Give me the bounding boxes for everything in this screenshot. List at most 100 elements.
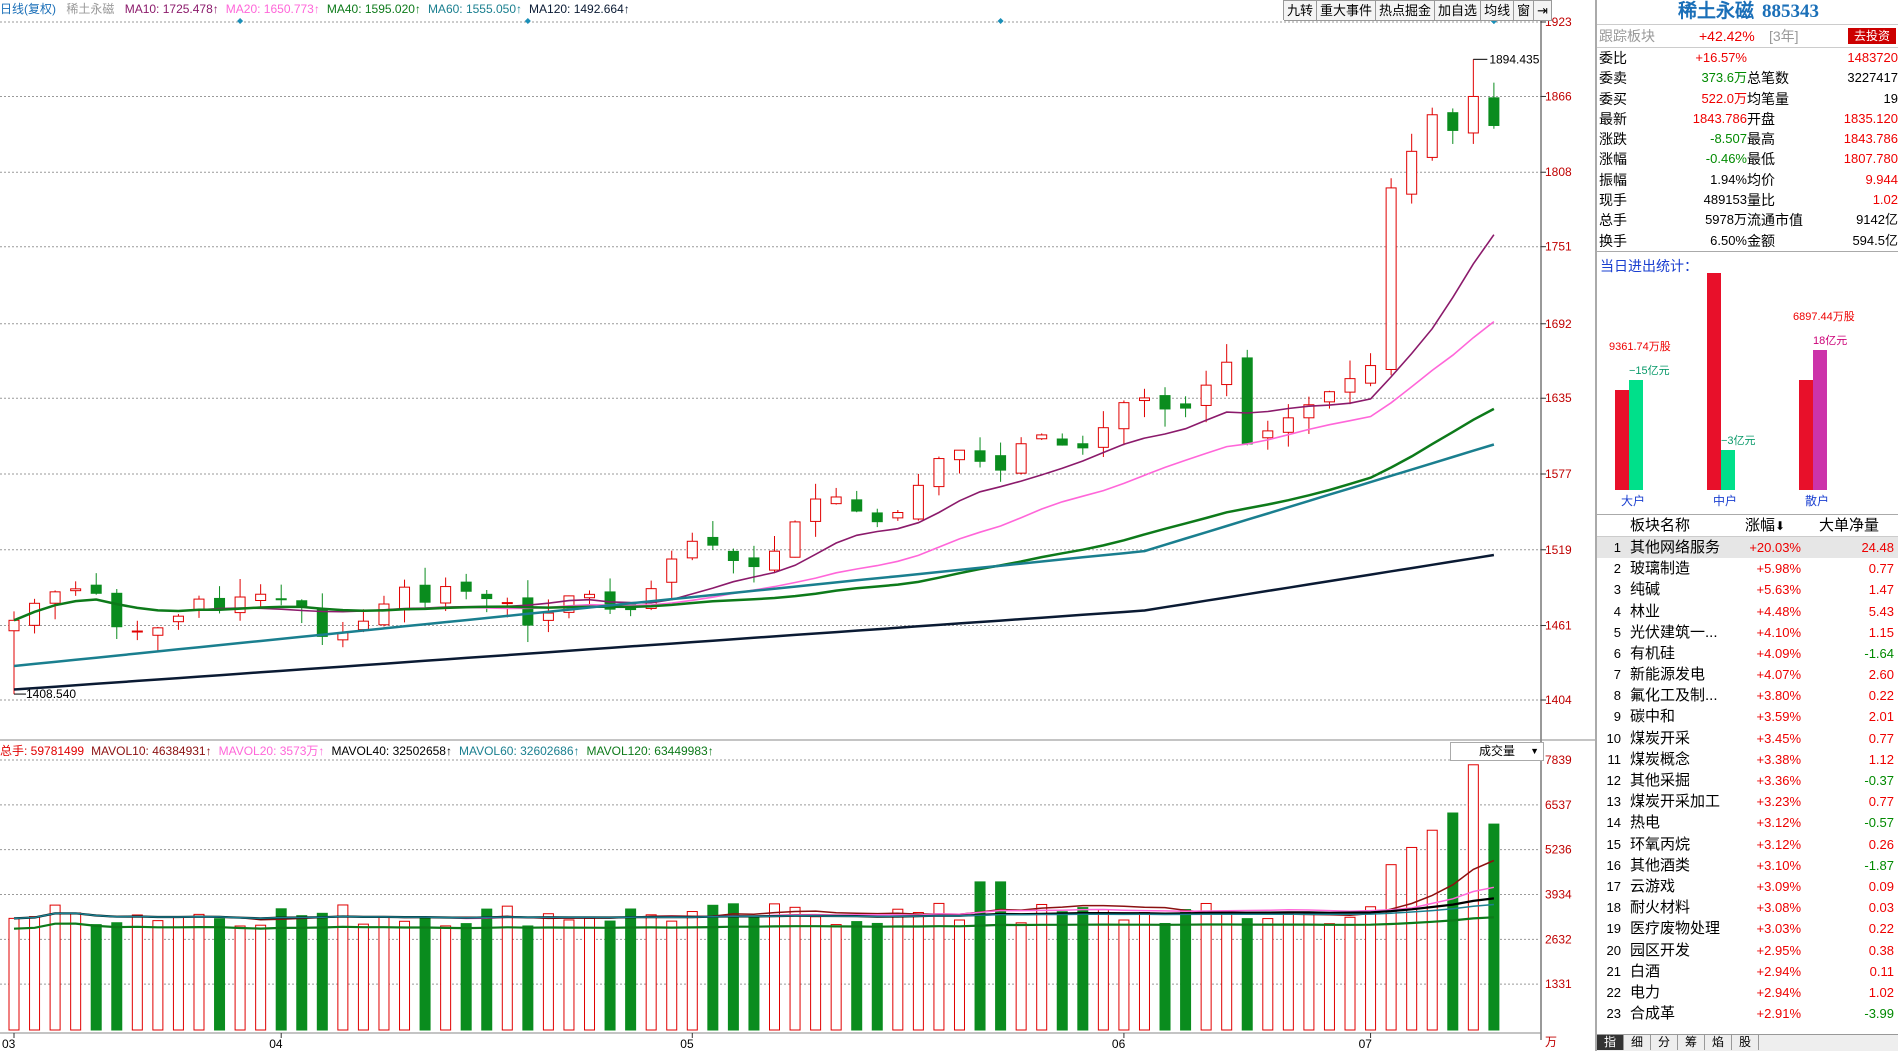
volume-bar — [1118, 919, 1130, 1031]
month-label: 06 — [1112, 1037, 1126, 1051]
tab-0[interactable]: 指 — [1597, 1035, 1624, 1050]
table-row[interactable]: 11 煤炭概念 +3.38% 1.12 — [1597, 749, 1898, 770]
volume-bar — [810, 916, 822, 1031]
sector-name-cell: 碳中和 — [1630, 708, 1676, 726]
tab-5[interactable]: 股 — [1732, 1035, 1759, 1050]
table-row[interactable]: 23 合成革 +2.91% -3.99 — [1597, 1003, 1898, 1024]
quote-label: 委卖 — [1599, 70, 1627, 87]
chevron-down-icon: ▼ — [1530, 746, 1539, 756]
volume-bar — [1077, 907, 1089, 1031]
volume-legend: 总手: 59781499 MAVOL10: 46384931↑ MAVOL20: 3… — [0, 743, 721, 759]
ma-legend-4: MA120: 1492.664↑ — [529, 2, 630, 16]
table-row[interactable]: 1 其他网络服务 +20.03% 24.48 — [1597, 536, 1898, 559]
row-number: 5 — [1613, 624, 1621, 640]
net-cell: 0.11 — [1869, 963, 1894, 979]
table-row[interactable]: 18 耐火材料 +3.08% 0.03 — [1597, 897, 1898, 918]
panel-title: 稀土永磁 885343 — [1597, 0, 1898, 24]
toolbar-button-1[interactable]: 重大事件 — [1317, 0, 1377, 21]
candle-body — [563, 595, 575, 613]
volume-bar — [871, 922, 883, 1031]
vol-legend-1: MAVOL10: 46384931↑ — [91, 744, 212, 758]
table-row[interactable]: 10 煤炭开采 +3.45% 0.77 — [1597, 728, 1898, 749]
tab-2[interactable]: 分 — [1651, 1035, 1678, 1050]
volume-bar — [49, 904, 61, 1031]
candle-body — [152, 627, 164, 636]
pct-cell: +3.10% — [1756, 857, 1801, 873]
candle-body — [1241, 357, 1253, 445]
candle-body — [501, 602, 513, 605]
candle-body — [1159, 395, 1171, 410]
ma-legend-2: MA40: 1595.020↑ — [326, 2, 421, 16]
quote-panel: 稀土永磁 885343 跟踪板块 +42.42% [3年] 去投资 委比 +16.5… — [1595, 0, 1898, 1051]
tab-4[interactable]: 焰 — [1705, 1035, 1732, 1050]
table-row[interactable]: 5 光伏建筑一... +4.10% 1.15 — [1597, 622, 1898, 643]
pct-cell: +3.80% — [1756, 688, 1801, 704]
track-pct: +42.42% — [1699, 28, 1755, 44]
quote-row: 涨幅 -0.46% 最低 1807.780 — [1597, 149, 1898, 169]
tab-1[interactable]: 细 — [1624, 1035, 1651, 1050]
net-cell: 0.03 — [1868, 900, 1894, 916]
toolbar-button-4[interactable]: 均线 — [1481, 0, 1515, 21]
price-axis-label: 1866 — [1545, 89, 1572, 103]
pct-cell: +3.36% — [1756, 773, 1801, 789]
toolbar-button-5[interactable]: 窗 — [1514, 0, 1535, 21]
invest-button[interactable]: 去投资 — [1847, 28, 1896, 44]
table-row[interactable]: 21 白酒 +2.94% 0.11 — [1597, 961, 1898, 982]
candle-body — [255, 593, 267, 602]
table-row[interactable]: 14 热电 +3.12% -0.57 — [1597, 812, 1898, 833]
table-row[interactable]: 12 其他采掘 +3.36% -0.37 — [1597, 770, 1898, 791]
toolbar-button-0[interactable]: 九转 — [1284, 0, 1318, 21]
quote-value: 1.02 — [1872, 192, 1898, 208]
toolbar-button-6[interactable]: ⇥ — [1534, 0, 1552, 21]
table-row[interactable]: 4 林业 +4.48% 5.43 — [1597, 601, 1898, 622]
kline-chart[interactable]: 1923186618081751169216351577151914611404… — [0, 0, 1595, 1051]
row-number: 3 — [1613, 582, 1621, 598]
table-row[interactable]: 9 碳中和 +3.59% 2.01 — [1597, 706, 1898, 727]
volume-bar — [234, 925, 246, 1031]
col-pct[interactable]: 涨幅⬇ — [1745, 515, 1785, 537]
pct-cell: +3.08% — [1756, 900, 1801, 916]
table-row[interactable]: 8 氟化工及制... +3.80% 0.22 — [1597, 685, 1898, 706]
table-row[interactable]: 15 环氧丙烷 +3.12% 0.26 — [1597, 834, 1898, 855]
candle-body — [830, 496, 842, 505]
table-row[interactable]: 19 医疗废物处理 +3.03% 0.22 — [1597, 918, 1898, 939]
net-cell: 2.60 — [1868, 667, 1894, 683]
net-cell: -0.57 — [1864, 815, 1894, 831]
volume-bar — [892, 908, 904, 1031]
volume-bar — [727, 903, 739, 1031]
table-row[interactable]: 2 玻璃制造 +5.98% 0.77 — [1597, 558, 1898, 579]
quote-value: 19 — [1883, 90, 1898, 106]
event-marker-icon[interactable] — [237, 18, 244, 24]
pct-cell: +4.48% — [1756, 603, 1801, 619]
toolbar-button-2[interactable]: 热点掘金 — [1376, 0, 1436, 21]
table-row[interactable]: 3 纯碱 +5.63% 1.47 — [1597, 579, 1898, 600]
sort-down-icon: ⬇ — [1775, 518, 1786, 533]
table-row[interactable]: 17 云游戏 +3.09% 0.09 — [1597, 876, 1898, 897]
toolbar-button-3[interactable]: 加自选 — [1435, 0, 1482, 21]
candle-body — [686, 540, 698, 559]
table-row[interactable]: 13 煤炭开采加工 +3.23% 0.77 — [1597, 791, 1898, 812]
volume-bar — [912, 911, 924, 1031]
sector-name-cell: 煤炭概念 — [1630, 750, 1691, 768]
candle-body — [1426, 114, 1438, 158]
vol-legend-4: MAVOL60: 32602686↑ — [458, 744, 580, 758]
table-row[interactable]: 6 有机硅 +4.09% -1.64 — [1597, 643, 1898, 664]
volume-bar — [1282, 912, 1294, 1031]
indicator-select[interactable]: 成交量 ▼ — [1450, 742, 1544, 761]
tab-3[interactable]: 筹 — [1678, 1035, 1705, 1050]
candle-body — [1056, 438, 1068, 446]
col-name[interactable]: 板块名称 — [1630, 516, 1691, 534]
quote-row: 涨跌 -8.507 最高 1843.786 — [1597, 129, 1898, 149]
candle-body — [1221, 361, 1233, 386]
table-row[interactable]: 7 新能源发电 +4.07% 2.60 — [1597, 664, 1898, 685]
col-net[interactable]: 大单净量 — [1819, 516, 1880, 534]
quote-label: 委买 — [1599, 90, 1627, 107]
event-marker-icon[interactable] — [524, 18, 531, 24]
candle-body — [275, 598, 287, 601]
table-row[interactable]: 20 园区开发 +2.95% 0.38 — [1597, 940, 1898, 961]
candle-body — [1077, 443, 1089, 449]
net-cell: 5.43 — [1868, 603, 1894, 619]
table-row[interactable]: 22 电力 +2.94% 1.02 — [1597, 982, 1898, 1003]
event-marker-icon[interactable] — [997, 18, 1004, 24]
table-row[interactable]: 16 其他酒类 +3.10% -1.87 — [1597, 855, 1898, 876]
